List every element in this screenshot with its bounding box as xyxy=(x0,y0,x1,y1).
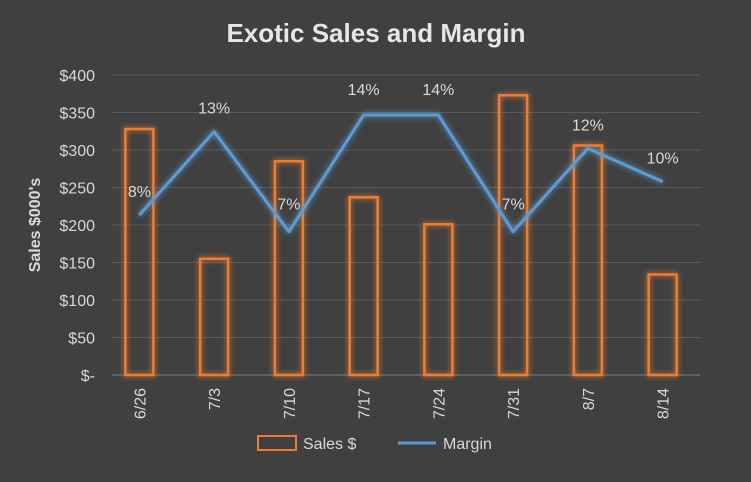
sales-bar xyxy=(423,223,454,377)
x-tick-label: 7/10 xyxy=(282,388,299,419)
x-tick-label: 6/26 xyxy=(132,388,149,419)
chart-title: Exotic Sales and Margin xyxy=(226,18,525,48)
x-tick-label: 7/31 xyxy=(506,388,523,419)
legend-sales-label: Sales $ xyxy=(303,436,356,453)
x-tick-labels: 6/26 7/3 7/10 7/17 7/24 7/31 8/7 8/14 xyxy=(132,388,672,419)
margin-data-labels: 8% 13% 7% 14% 14% 7% 12% 10% xyxy=(128,82,679,214)
sales-bar xyxy=(647,273,678,377)
sales-bar xyxy=(348,196,379,377)
sales-bars xyxy=(124,94,678,377)
gridlines xyxy=(112,74,700,376)
x-tick-label: 8/7 xyxy=(581,388,598,410)
legend-margin-label: Margin xyxy=(443,436,492,453)
y-tick-label: $100 xyxy=(59,293,95,310)
sales-bar xyxy=(273,160,305,377)
margin-line xyxy=(138,113,664,234)
y-tick-label: $150 xyxy=(59,256,95,273)
y-tick-label: $250 xyxy=(59,181,95,198)
y-tick-label: $- xyxy=(81,368,95,385)
x-tick-label: 7/17 xyxy=(357,388,374,419)
margin-data-label: 14% xyxy=(348,82,380,99)
margin-data-label: 7% xyxy=(502,197,525,214)
margin-series-line xyxy=(138,113,664,234)
margin-data-label: 10% xyxy=(647,151,679,168)
sales-bar xyxy=(124,127,155,377)
y-tick-label: $300 xyxy=(59,143,95,160)
margin-data-label: 13% xyxy=(198,101,230,118)
margin-data-label: 12% xyxy=(572,117,604,134)
sales-bar xyxy=(198,257,230,377)
margin-data-label: 8% xyxy=(128,184,151,201)
y-tick-label: $400 xyxy=(59,68,95,85)
y-tick-label: $350 xyxy=(59,106,95,123)
margin-data-label: 7% xyxy=(277,197,300,214)
y-tick-label: $50 xyxy=(68,331,95,348)
sales-bar xyxy=(572,144,604,377)
margin-data-label: 14% xyxy=(422,82,454,99)
legend-sales-swatch xyxy=(257,435,297,451)
x-tick-label: 8/14 xyxy=(656,388,673,419)
x-tick-label: 7/24 xyxy=(431,388,448,419)
x-tick-label: 7/3 xyxy=(207,388,224,410)
y-tick-label: $200 xyxy=(59,218,95,235)
legend: Sales $ Margin xyxy=(257,435,492,453)
y-tick-labels: $- $50 $100 $150 $200 $250 $300 $350 $400 xyxy=(59,68,95,385)
sales-bar xyxy=(497,94,529,377)
y-axis-label: Sales $000's xyxy=(27,178,44,273)
